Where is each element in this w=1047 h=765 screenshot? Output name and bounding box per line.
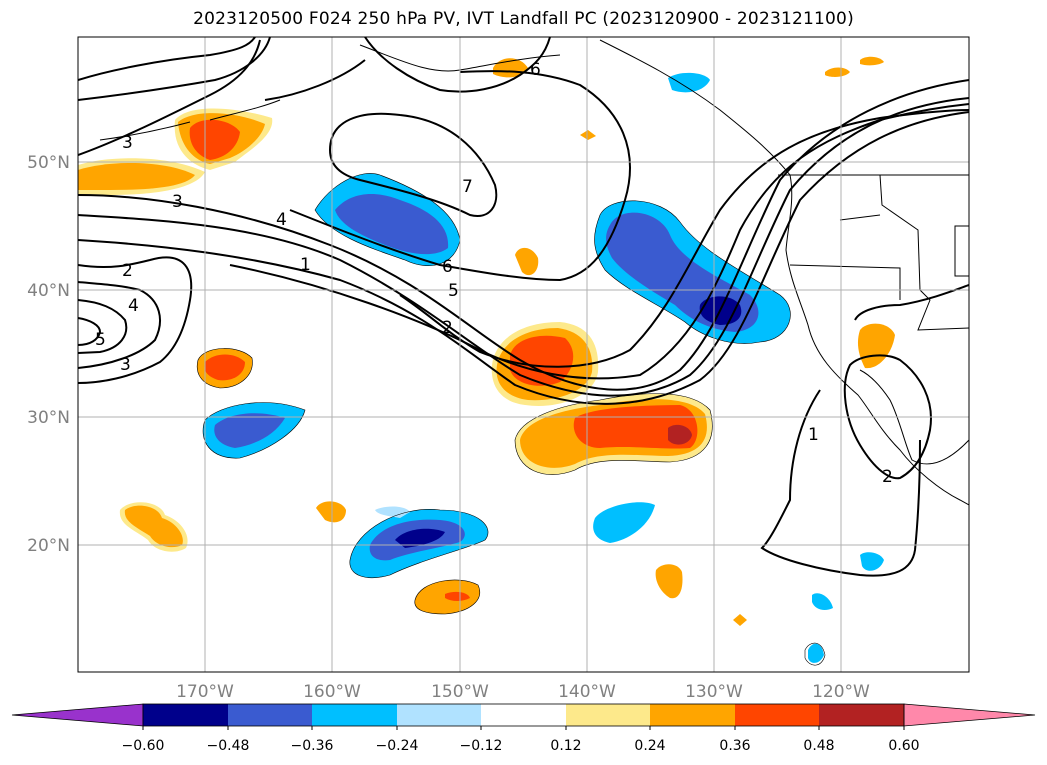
colorbar-tick-label: 0.36	[719, 738, 750, 754]
shade-b6	[812, 593, 833, 610]
contour-label: 3	[172, 192, 183, 212]
contour-label: 2	[882, 467, 893, 487]
latitude-labels: 50°N 40°N 30°N 20°N	[27, 153, 70, 556]
shade-o10	[860, 56, 884, 66]
shade-o1-red	[204, 354, 245, 381]
colorbar-tick-label: −0.36	[291, 738, 334, 754]
colorbar-cells	[11, 703, 1036, 730]
lat-label: 40°N	[27, 281, 70, 301]
contour-label: 6	[530, 60, 541, 80]
colorbar-cell	[650, 704, 735, 726]
lon-label: 150°W	[431, 682, 489, 702]
colorbar-tick-label: 0.48	[803, 738, 834, 754]
shade-c2-red	[573, 405, 698, 449]
shade-o6	[655, 564, 683, 599]
map-panel: 3 3 4 1 2 4 5 3 6 5 2 7 6 1 2	[77, 36, 970, 673]
pv-outlines	[196, 173, 826, 666]
shade-c2-dark	[668, 424, 692, 445]
colorbar-cell	[819, 704, 904, 726]
colorbar-frame	[142, 703, 905, 727]
shade-o12	[733, 614, 747, 626]
colorbar-cell	[143, 704, 228, 726]
lon-label: 130°W	[685, 682, 743, 702]
lat-label: 30°N	[27, 408, 70, 428]
lon-label: 120°W	[812, 682, 870, 702]
shade-o9	[825, 67, 850, 77]
shade-w-orange	[78, 163, 195, 190]
shade-b4-pale	[375, 506, 410, 518]
contour-label: 3	[122, 133, 133, 153]
contour-label: 2	[122, 261, 133, 281]
colorbar-tick-label: −0.60	[122, 738, 165, 754]
colorbar-cell	[397, 704, 481, 726]
shade-nw-red	[189, 119, 240, 160]
gridlines	[78, 37, 969, 672]
longitude-labels: 170°W 160°W 150°W 140°W 130°W 120°W	[176, 682, 870, 702]
pv-contours	[78, 37, 969, 577]
shade-b7	[808, 643, 824, 663]
shade-b4-dark	[395, 528, 445, 548]
contour-label: 5	[95, 330, 106, 350]
colorbar-tick-label: 0.60	[888, 738, 919, 754]
shade-o11	[580, 130, 596, 140]
colorbar-tick-label: −0.12	[460, 738, 503, 754]
colorbar-extend-high	[903, 703, 1036, 727]
shade-b3-mid	[214, 413, 285, 448]
shade-o3	[124, 505, 183, 548]
contour-label: 1	[300, 255, 311, 275]
colorbar-cell	[735, 704, 819, 726]
shade-b1-mid	[335, 194, 449, 255]
shade-o4	[316, 501, 346, 523]
colorbar-cell	[566, 704, 650, 726]
colorbar: −0.60 −0.48 −0.36 −0.24 −0.12 0.12 0.24 …	[11, 703, 1036, 754]
colorbar-labels: −0.60 −0.48 −0.36 −0.24 −0.12 0.12 0.24 …	[122, 738, 920, 754]
colorbar-tick-label: −0.48	[207, 738, 250, 754]
lat-label: 50°N	[27, 153, 70, 173]
contour-label: 4	[128, 296, 139, 316]
contour-label: 2	[442, 318, 453, 338]
pv-shading	[78, 56, 895, 663]
shade-b9	[668, 72, 710, 93]
contour-label: 4	[276, 210, 287, 230]
shade-c1-red	[510, 335, 574, 386]
contour-label: 6	[442, 257, 453, 277]
contour-label: 5	[448, 281, 459, 301]
colorbar-cell	[312, 704, 397, 726]
lon-label: 140°W	[558, 682, 616, 702]
map-title: 2023120500 F024 250 hPa PV, IVT Landfall…	[193, 9, 854, 29]
contour-label: 7	[462, 177, 473, 197]
lon-label: 160°W	[303, 682, 361, 702]
lon-label: 170°W	[176, 682, 234, 702]
contour-labels: 3 3 4 1 2 4 5 3 6 5 2 7 6 1 2	[95, 60, 893, 487]
shade-b5	[593, 502, 655, 543]
contour-label: 3	[120, 355, 131, 375]
colorbar-extend-low	[11, 703, 144, 727]
lat-label: 20°N	[27, 536, 70, 556]
shade-o2-red	[445, 591, 470, 601]
contour-label: 1	[808, 425, 819, 445]
shade-b8	[860, 552, 884, 571]
colorbar-cell	[481, 704, 566, 726]
colorbar-cell	[228, 704, 312, 726]
colorbar-tick-label: 0.12	[550, 738, 581, 754]
shade-o5	[515, 247, 539, 276]
colorbar-tick-label: 0.24	[634, 738, 665, 754]
colorbar-tick-label: −0.24	[376, 738, 419, 754]
